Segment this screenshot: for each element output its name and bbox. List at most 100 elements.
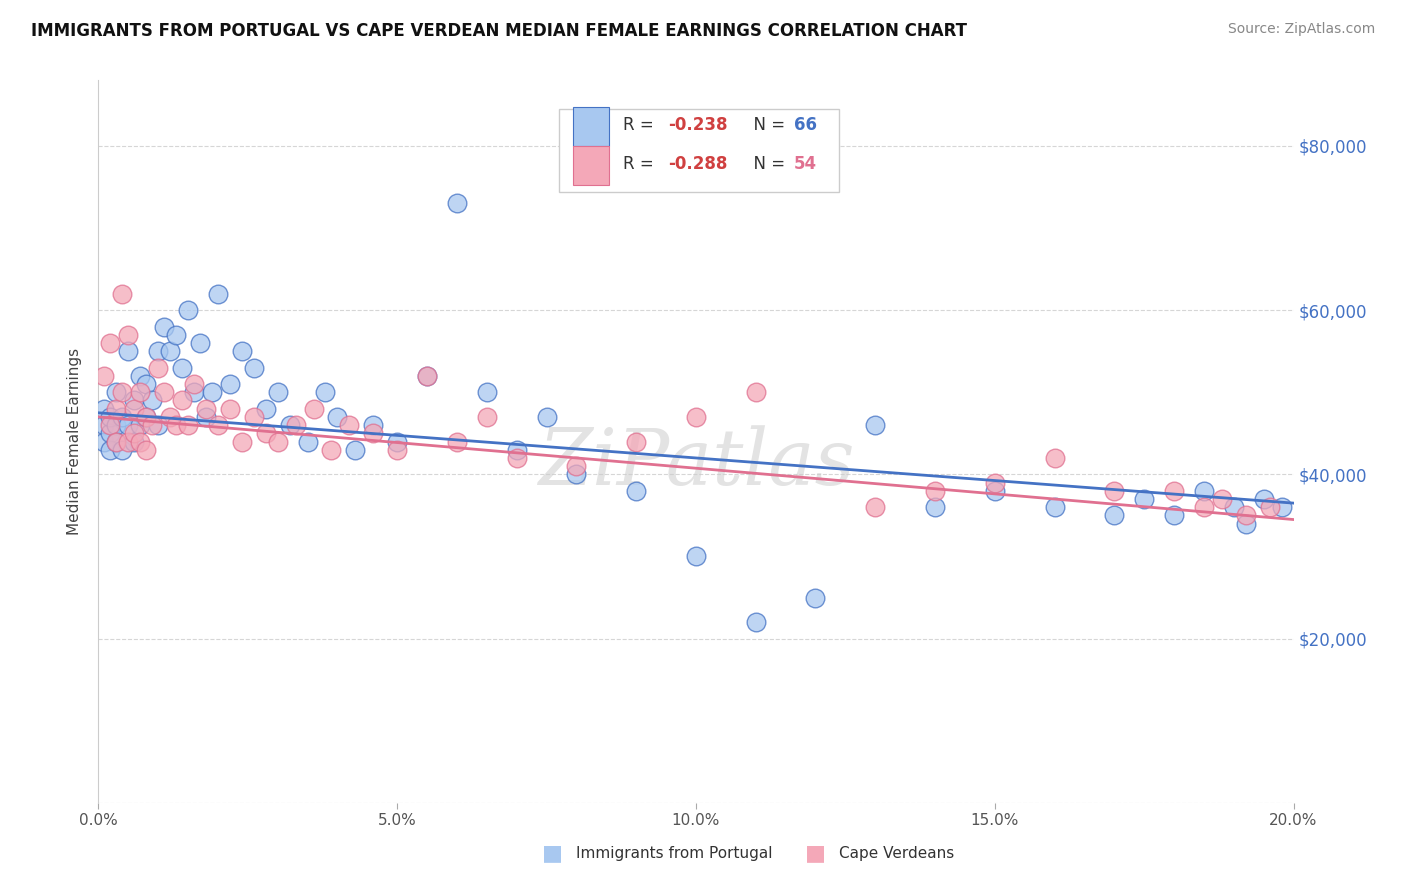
Text: ■: ■ bbox=[806, 843, 825, 863]
Text: Cape Verdeans: Cape Verdeans bbox=[839, 846, 955, 861]
Point bbox=[1043, 500, 1066, 515]
Point bbox=[865, 500, 887, 515]
Point bbox=[135, 409, 157, 424]
Point bbox=[385, 434, 409, 449]
Point bbox=[111, 442, 134, 457]
Point bbox=[153, 385, 176, 400]
Point bbox=[1104, 508, 1126, 523]
Point bbox=[207, 286, 229, 301]
Text: -0.238: -0.238 bbox=[668, 116, 728, 134]
Point bbox=[685, 409, 707, 424]
Point bbox=[159, 409, 181, 424]
Point bbox=[135, 377, 157, 392]
Point bbox=[745, 615, 768, 630]
Point bbox=[135, 442, 157, 457]
Point bbox=[135, 409, 157, 424]
Point bbox=[506, 450, 529, 465]
Point bbox=[1163, 483, 1185, 498]
Point bbox=[141, 418, 163, 433]
Point bbox=[195, 409, 218, 424]
Text: N =: N = bbox=[742, 155, 790, 173]
Point bbox=[129, 418, 152, 433]
Point bbox=[98, 409, 122, 424]
Point bbox=[105, 385, 128, 400]
Point bbox=[117, 418, 139, 433]
Point bbox=[506, 442, 529, 457]
Text: R =: R = bbox=[623, 155, 659, 173]
Point bbox=[148, 344, 170, 359]
Point bbox=[1133, 491, 1156, 506]
Point bbox=[1104, 483, 1126, 498]
Point bbox=[1253, 491, 1275, 506]
Point bbox=[141, 393, 163, 408]
Point bbox=[924, 500, 946, 515]
Point bbox=[416, 368, 439, 383]
Point bbox=[243, 360, 266, 375]
Bar bbox=[572, 145, 609, 186]
Point bbox=[129, 368, 152, 383]
Point bbox=[284, 418, 307, 433]
Point bbox=[344, 442, 367, 457]
Point bbox=[117, 344, 139, 359]
Point bbox=[129, 385, 152, 400]
Point bbox=[231, 344, 253, 359]
Point bbox=[148, 360, 170, 375]
Point bbox=[111, 286, 134, 301]
Point bbox=[626, 434, 648, 449]
Text: R =: R = bbox=[623, 116, 659, 134]
Point bbox=[183, 385, 205, 400]
Point bbox=[865, 418, 887, 433]
Point bbox=[93, 368, 115, 383]
Point bbox=[105, 434, 128, 449]
Point bbox=[565, 459, 588, 474]
Point bbox=[188, 336, 211, 351]
Point bbox=[124, 434, 146, 449]
Text: N =: N = bbox=[742, 116, 790, 134]
Point bbox=[1163, 508, 1185, 523]
Point bbox=[148, 418, 170, 433]
Point bbox=[1234, 516, 1257, 531]
Point bbox=[111, 385, 134, 400]
Point bbox=[326, 409, 349, 424]
Point bbox=[165, 327, 187, 342]
Point bbox=[1043, 450, 1066, 465]
Point bbox=[416, 368, 439, 383]
Point bbox=[93, 418, 115, 433]
Point bbox=[363, 418, 385, 433]
Point bbox=[105, 401, 128, 416]
Point bbox=[243, 409, 266, 424]
Point bbox=[254, 426, 277, 441]
Point bbox=[124, 426, 146, 441]
Point bbox=[984, 475, 1007, 490]
Text: 66: 66 bbox=[794, 116, 817, 134]
Y-axis label: Median Female Earnings: Median Female Earnings bbox=[67, 348, 83, 535]
Point bbox=[172, 393, 194, 408]
Point bbox=[745, 385, 768, 400]
Point bbox=[231, 434, 253, 449]
Point bbox=[302, 401, 325, 416]
Text: ZiPatlas: ZiPatlas bbox=[537, 425, 855, 501]
Point bbox=[254, 401, 277, 416]
Point bbox=[1258, 500, 1281, 515]
Point bbox=[1223, 500, 1246, 515]
Text: Immigrants from Portugal: Immigrants from Portugal bbox=[576, 846, 773, 861]
Point bbox=[804, 591, 827, 605]
Bar bbox=[572, 107, 609, 146]
Point bbox=[363, 426, 385, 441]
Point bbox=[177, 418, 200, 433]
Point bbox=[172, 360, 194, 375]
Point bbox=[267, 434, 290, 449]
Point bbox=[111, 409, 134, 424]
Point bbox=[177, 303, 200, 318]
Text: 54: 54 bbox=[794, 155, 817, 173]
Point bbox=[93, 401, 115, 416]
Point bbox=[536, 409, 558, 424]
Text: Source: ZipAtlas.com: Source: ZipAtlas.com bbox=[1227, 22, 1375, 37]
Point bbox=[475, 409, 498, 424]
Point bbox=[165, 418, 187, 433]
Point bbox=[297, 434, 319, 449]
Point bbox=[339, 418, 361, 433]
Point bbox=[129, 434, 152, 449]
Point bbox=[105, 434, 128, 449]
Point bbox=[1211, 491, 1233, 506]
